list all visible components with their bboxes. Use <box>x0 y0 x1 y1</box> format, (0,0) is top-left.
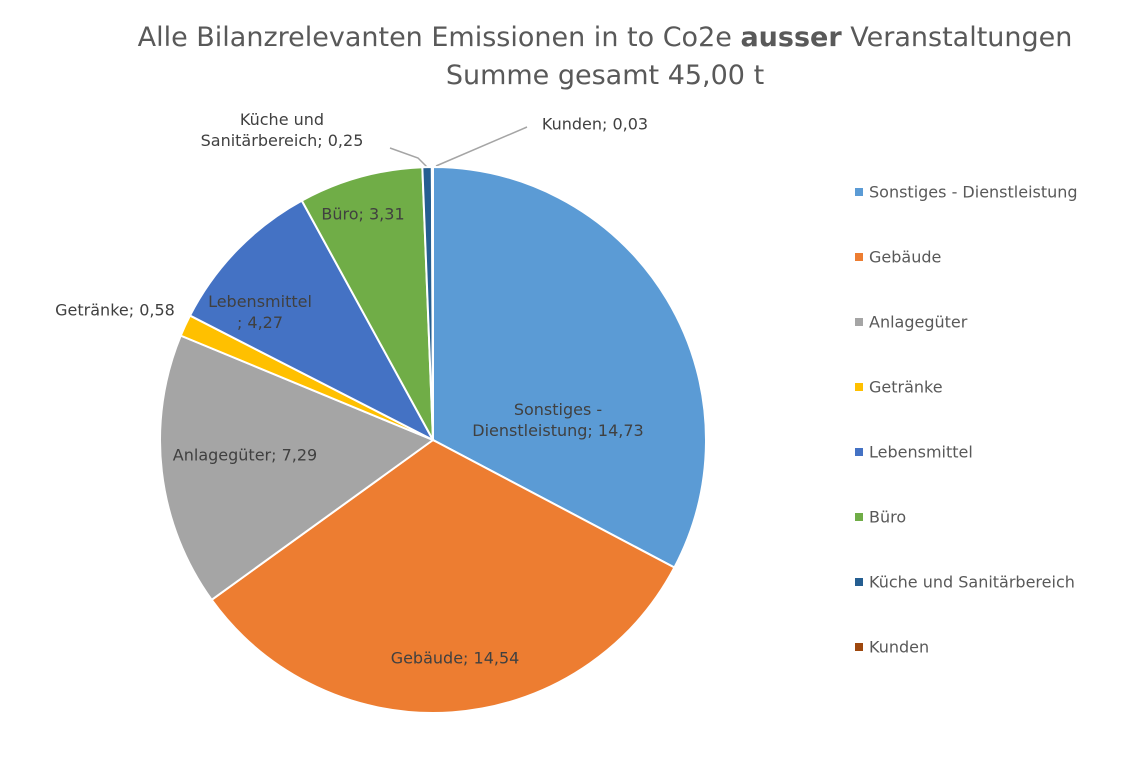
chart-title: Alle Bilanzrelevanten Emissionen in to C… <box>0 22 1141 53</box>
data-label: Anlagegüter; 7,29 <box>172 445 318 465</box>
leader-line <box>389 147 429 169</box>
legend-swatch <box>855 448 863 456</box>
data-label: Gebäude; 14,54 <box>390 648 520 668</box>
legend-label: Getränke <box>869 377 943 397</box>
leader-line <box>435 126 528 167</box>
title-part: ausser <box>740 22 842 53</box>
pie-slice <box>159 334 436 602</box>
data-label: Lebensmittel ; 4,27 <box>208 292 312 332</box>
legend-swatch <box>855 318 863 326</box>
legend-swatch <box>855 188 863 196</box>
legend-swatch <box>855 578 863 586</box>
legend-label: Sonstiges - Dienstleistung <box>869 182 1078 202</box>
data-label: Küche und Sanitärbereich; 0,25 <box>200 110 364 150</box>
data-label: Kunden; 0,03 <box>541 114 649 134</box>
legend-swatch <box>855 383 863 391</box>
legend-label: Kunden <box>869 637 930 657</box>
pie-slice <box>300 166 434 441</box>
data-label: Büro; 3,31 <box>321 204 405 224</box>
legend-label: Büro <box>869 507 907 527</box>
title-part: Alle Bilanzrelevanten Emissionen in to C… <box>137 22 732 53</box>
pie-slice <box>430 165 434 441</box>
legend-swatch <box>855 253 863 261</box>
pie-slice <box>210 438 676 714</box>
data-label: Getränke; 0,58 <box>55 300 175 320</box>
title-part: Veranstaltungen <box>850 22 1073 53</box>
legend-label: Küche und Sanitärbereich <box>869 572 1075 592</box>
legend-swatch <box>855 513 863 521</box>
data-label: Sonstiges - Dienstleistung; 14,73 <box>472 400 644 440</box>
pie-slice <box>188 199 436 443</box>
chart-subtitle: Summe gesamt 45,00 t <box>445 60 765 91</box>
legend-swatch <box>855 643 863 651</box>
pie-slice <box>432 165 707 569</box>
legend-label: Anlagegüter <box>869 312 968 332</box>
legend-label: Gebäude <box>869 247 942 267</box>
legend-label: Lebensmittel <box>869 442 973 462</box>
